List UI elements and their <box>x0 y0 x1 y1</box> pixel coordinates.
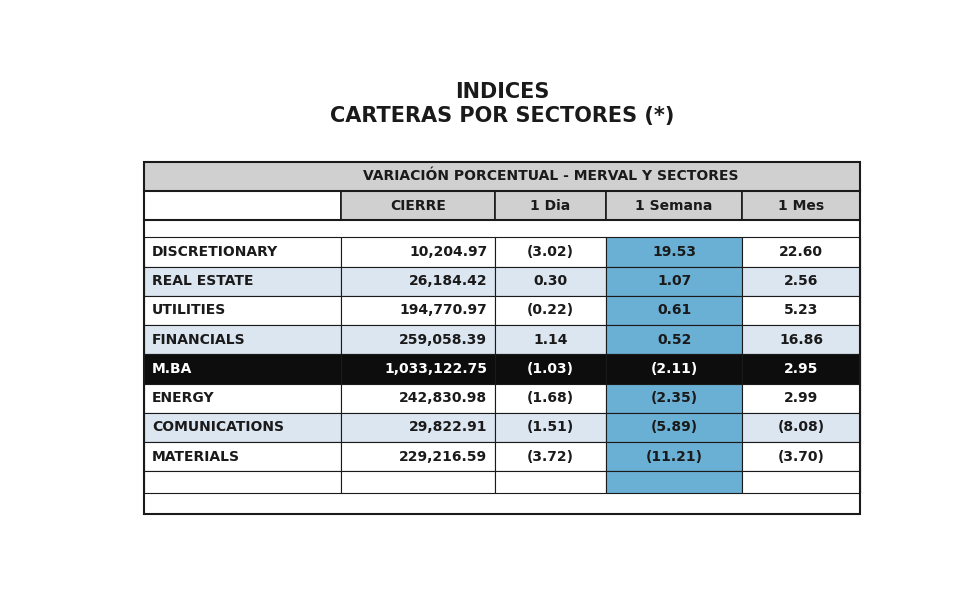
Bar <box>341 296 495 325</box>
Text: 2.95: 2.95 <box>784 362 818 376</box>
Text: 10,204.97: 10,204.97 <box>409 245 487 259</box>
Bar <box>144 384 341 413</box>
Bar <box>144 162 860 191</box>
Bar <box>606 442 742 471</box>
Text: INDICES: INDICES <box>455 83 550 102</box>
Text: 1.07: 1.07 <box>657 274 691 288</box>
Bar <box>341 191 495 220</box>
Text: DISCRETIONARY: DISCRETIONARY <box>152 245 278 259</box>
Bar <box>495 325 606 354</box>
Bar <box>495 237 606 267</box>
Bar <box>144 296 341 325</box>
Text: (2.35): (2.35) <box>651 391 698 405</box>
Text: 1 Semana: 1 Semana <box>635 199 712 213</box>
Text: (1.68): (1.68) <box>527 391 574 405</box>
Bar <box>144 413 341 442</box>
Text: 259,058.39: 259,058.39 <box>399 333 487 347</box>
Bar <box>742 354 860 384</box>
Text: (11.21): (11.21) <box>646 450 703 464</box>
Bar <box>495 296 606 325</box>
Text: M.BA: M.BA <box>152 362 192 376</box>
Bar <box>606 325 742 354</box>
Bar <box>144 471 341 493</box>
Text: (1.03): (1.03) <box>527 362 574 376</box>
Bar <box>341 384 495 413</box>
Bar <box>742 384 860 413</box>
Bar <box>742 237 860 267</box>
Bar <box>144 220 860 237</box>
Bar <box>606 267 742 296</box>
Text: CARTERAS POR SECTORES (*): CARTERAS POR SECTORES (*) <box>330 106 674 125</box>
Bar <box>606 384 742 413</box>
Bar <box>742 296 860 325</box>
Text: FINANCIALS: FINANCIALS <box>152 333 246 347</box>
Bar <box>495 413 606 442</box>
Text: (8.08): (8.08) <box>778 420 825 434</box>
Text: 1 Dia: 1 Dia <box>530 199 570 213</box>
Bar <box>495 442 606 471</box>
Text: 26,184.42: 26,184.42 <box>409 274 487 288</box>
Text: 2.99: 2.99 <box>784 391 818 405</box>
Bar <box>606 191 742 220</box>
Text: 2.56: 2.56 <box>784 274 818 288</box>
Text: VARIACIÓN PORCENTUAL - MERVAL Y SECTORES: VARIACIÓN PORCENTUAL - MERVAL Y SECTORES <box>363 170 738 183</box>
Bar <box>606 237 742 267</box>
Bar <box>341 237 495 267</box>
Bar <box>341 442 495 471</box>
Bar <box>144 267 341 296</box>
Text: 229,216.59: 229,216.59 <box>399 450 487 464</box>
Text: 22.60: 22.60 <box>779 245 823 259</box>
Bar <box>606 296 742 325</box>
Bar <box>742 191 860 220</box>
Bar <box>495 471 606 493</box>
Text: 1,033,122.75: 1,033,122.75 <box>384 362 487 376</box>
Bar <box>341 354 495 384</box>
Text: 242,830.98: 242,830.98 <box>399 391 487 405</box>
Text: CIERRE: CIERRE <box>390 199 446 213</box>
Text: 19.53: 19.53 <box>652 245 696 259</box>
Bar <box>495 354 606 384</box>
Text: (3.02): (3.02) <box>527 245 574 259</box>
Bar <box>341 325 495 354</box>
Bar <box>742 413 860 442</box>
Bar <box>341 471 495 493</box>
Text: 29,822.91: 29,822.91 <box>409 420 487 434</box>
Text: 16.86: 16.86 <box>779 333 823 347</box>
Text: 0.61: 0.61 <box>657 303 691 317</box>
Bar <box>144 325 341 354</box>
Text: (3.70): (3.70) <box>778 450 824 464</box>
Text: (0.22): (0.22) <box>527 303 574 317</box>
Bar <box>606 354 742 384</box>
Bar <box>341 267 495 296</box>
Text: MATERIALS: MATERIALS <box>152 450 240 464</box>
Text: ENERGY: ENERGY <box>152 391 215 405</box>
Text: (2.11): (2.11) <box>651 362 698 376</box>
Text: UTILITIES: UTILITIES <box>152 303 226 317</box>
Bar <box>606 413 742 442</box>
Text: 5.23: 5.23 <box>784 303 818 317</box>
Bar <box>495 191 606 220</box>
Bar <box>144 237 341 267</box>
Text: 1 Mes: 1 Mes <box>778 199 824 213</box>
Bar <box>495 384 606 413</box>
Text: (5.89): (5.89) <box>651 420 698 434</box>
Bar <box>742 471 860 493</box>
Text: COMUNICATIONS: COMUNICATIONS <box>152 420 284 434</box>
Bar <box>341 413 495 442</box>
Bar <box>606 471 742 493</box>
Text: 0.52: 0.52 <box>657 333 691 347</box>
Bar <box>144 354 341 384</box>
Text: (3.72): (3.72) <box>527 450 574 464</box>
Text: REAL ESTATE: REAL ESTATE <box>152 274 254 288</box>
Bar <box>742 325 860 354</box>
Bar <box>144 442 341 471</box>
Bar <box>742 267 860 296</box>
Text: (1.51): (1.51) <box>527 420 574 434</box>
Text: 194,770.97: 194,770.97 <box>400 303 487 317</box>
Text: 1.14: 1.14 <box>533 333 567 347</box>
Bar <box>495 267 606 296</box>
Bar <box>144 191 341 220</box>
Bar <box>742 442 860 471</box>
Text: 0.30: 0.30 <box>533 274 567 288</box>
